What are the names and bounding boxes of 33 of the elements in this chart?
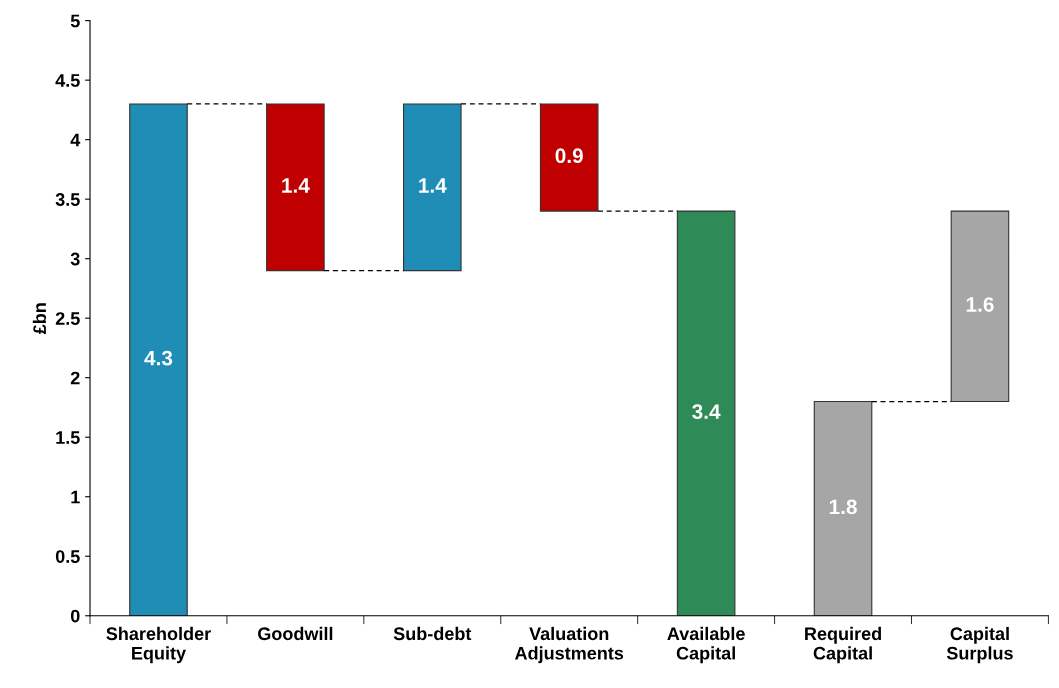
- x-tick-label: Capital Surplus: [946, 626, 1013, 664]
- bar: [813, 400, 873, 616]
- x-tick-label: Sub-debt: [393, 626, 472, 641]
- data-label: 1.6: [966, 297, 994, 312]
- data-label: 1.8: [829, 499, 857, 515]
- data-label: 0.9: [555, 148, 583, 164]
- bar: [676, 210, 736, 616]
- x-tick-label: Goodwill: [258, 626, 333, 641]
- bar: [539, 103, 599, 212]
- x-tick-label: Valuation Adjustments: [514, 626, 624, 664]
- bar: [950, 210, 1010, 403]
- y-tick-label: 2: [70, 371, 80, 385]
- y-tick-label: 1: [71, 490, 80, 504]
- x-tick-label: Available Capital: [667, 626, 745, 664]
- bar: [402, 103, 462, 272]
- x-tick-label: Required Capital: [805, 626, 881, 664]
- y-tick-label: 2.5: [55, 312, 80, 325]
- data-label: 4.3: [144, 350, 173, 366]
- y-tick-label: 5: [70, 14, 80, 28]
- y-tick-label: 3.5: [55, 193, 80, 206]
- data-label: 3.4: [692, 404, 721, 420]
- y-tick-label: 4.5: [55, 74, 80, 87]
- y-tick-label: 3: [70, 252, 80, 266]
- data-label: 1.4: [282, 178, 310, 193]
- x-tick-label: Shareholder Equity: [106, 626, 211, 664]
- y-tick-label: 0: [70, 609, 80, 623]
- y-axis-title: £bn: [32, 303, 47, 335]
- y-tick-label: 0.5: [55, 550, 80, 563]
- data-label: 1.4: [419, 178, 447, 193]
- bar: [266, 103, 325, 272]
- y-tick-label: 1.5: [56, 431, 80, 444]
- y-tick-label: 4: [70, 133, 81, 147]
- bar: [129, 103, 188, 616]
